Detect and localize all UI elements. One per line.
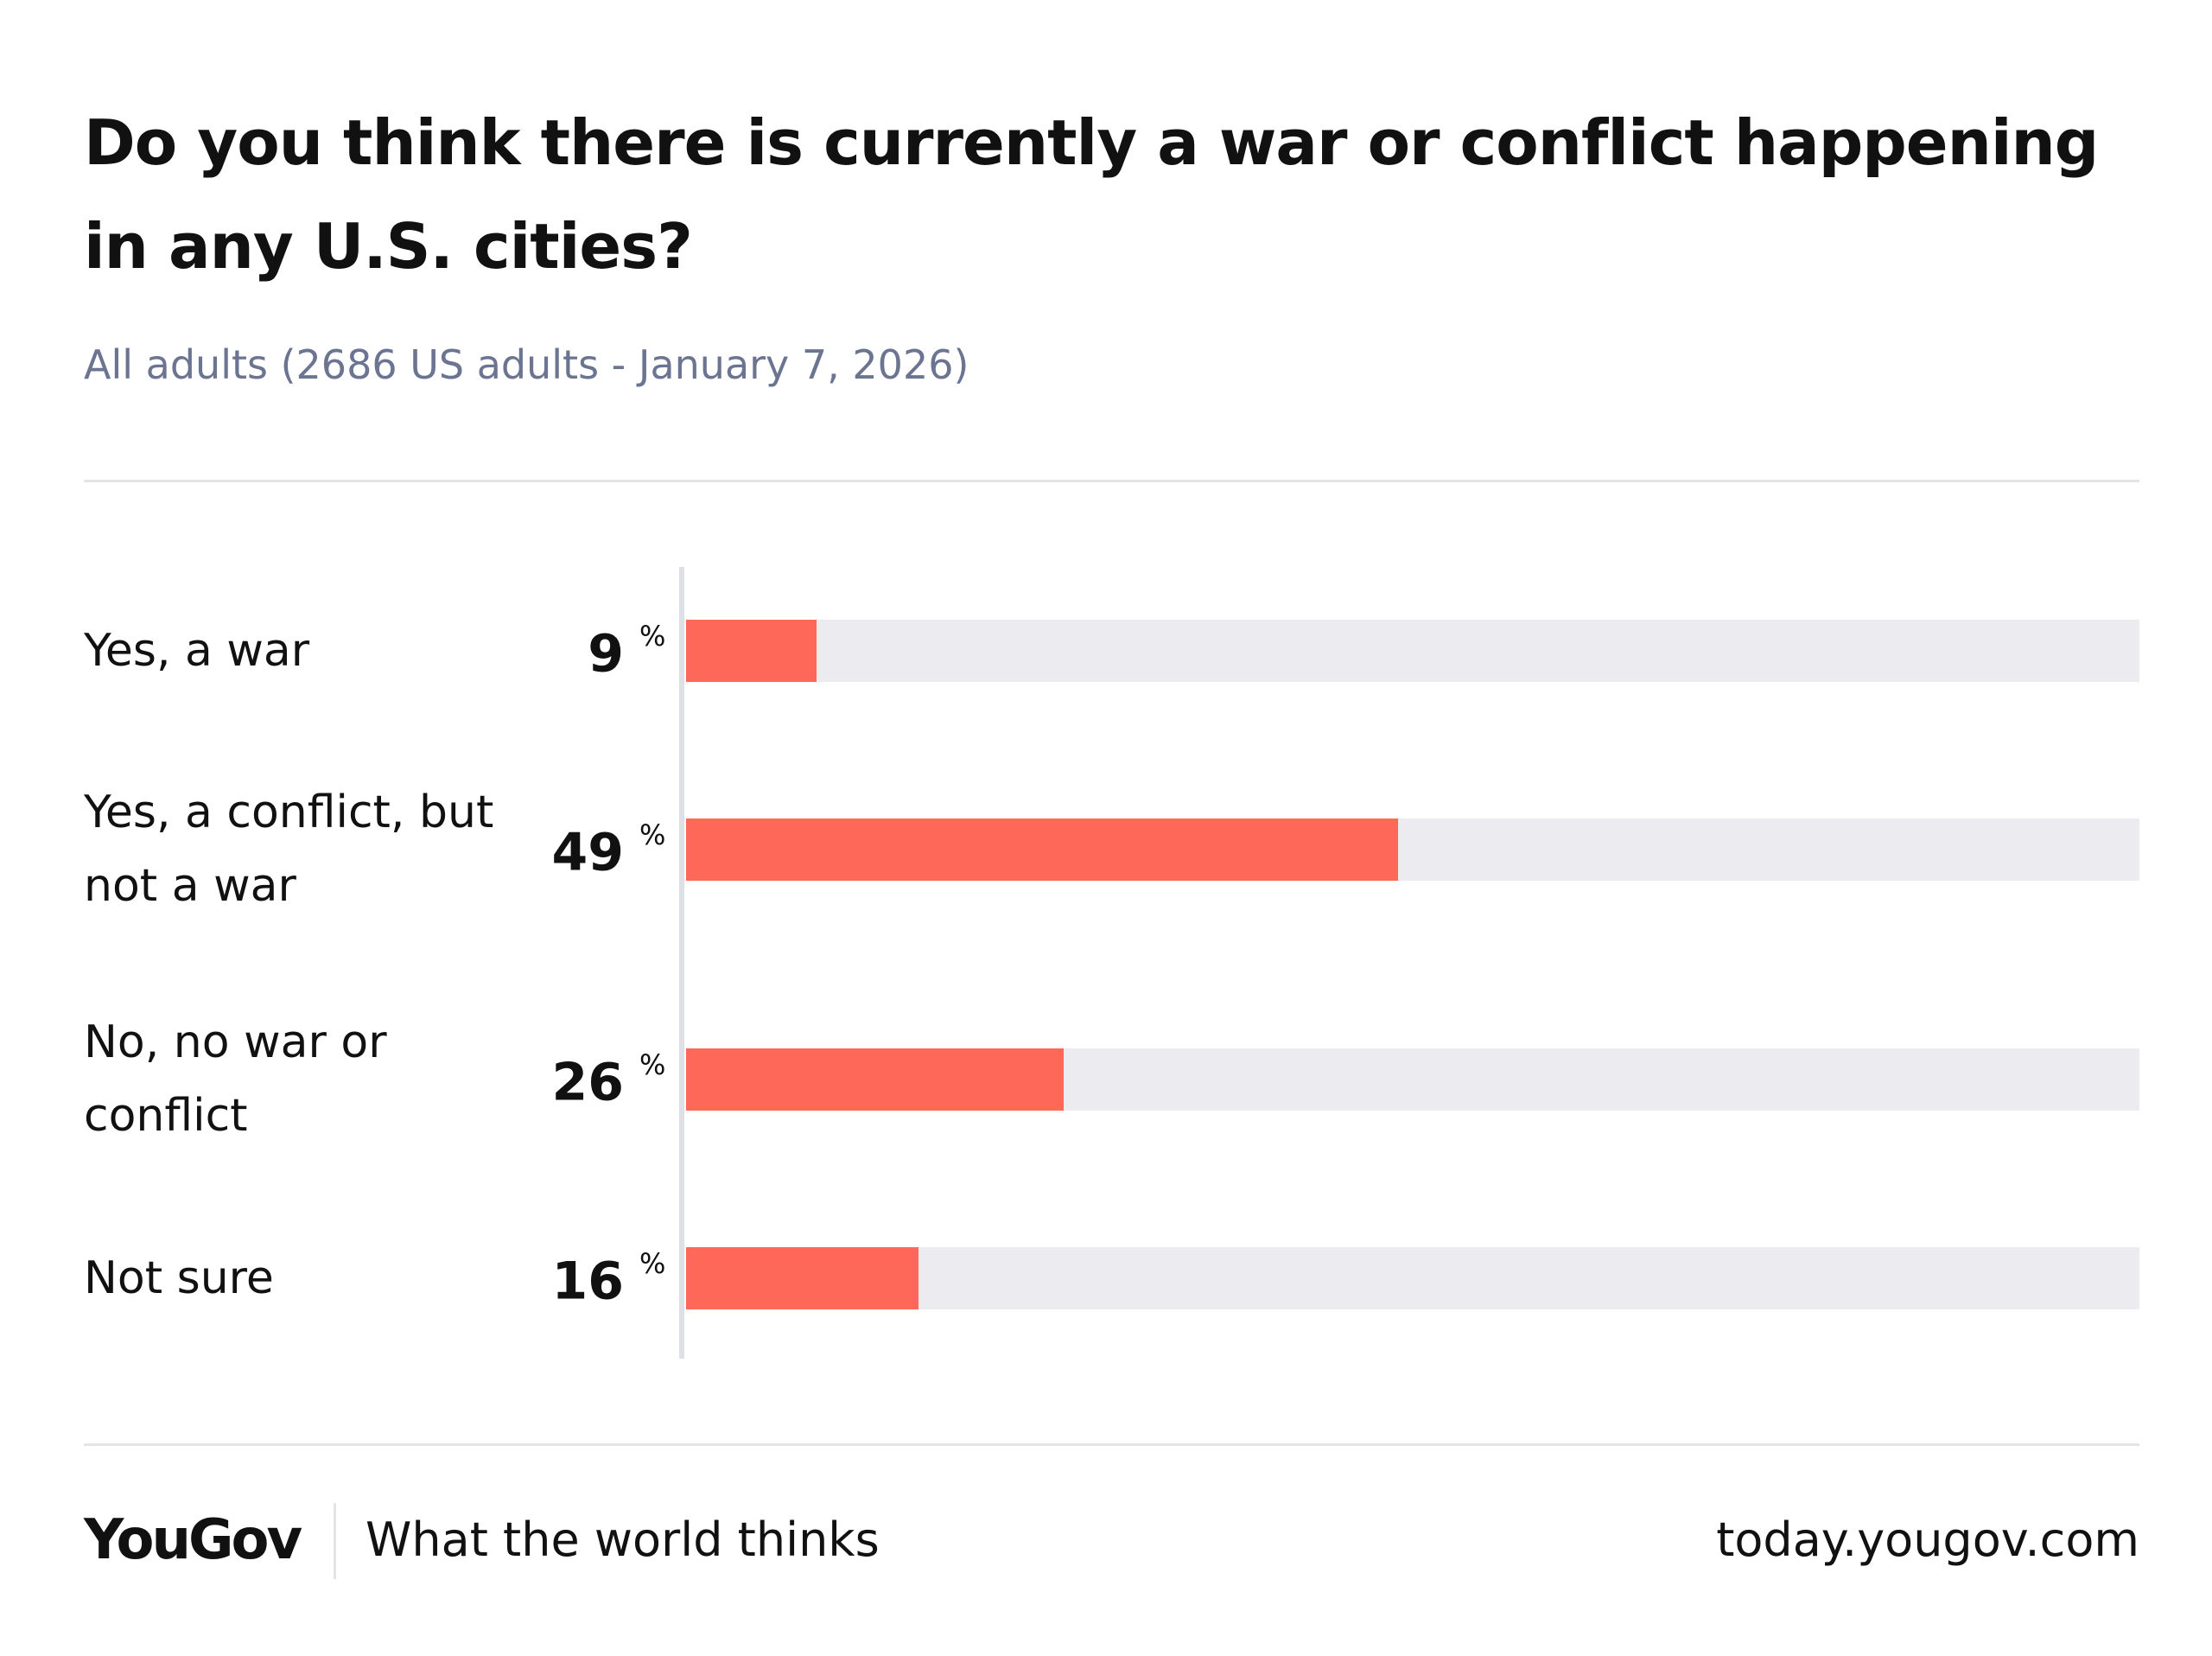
bar (686, 1247, 919, 1309)
logo: YouGov (84, 1508, 302, 1572)
category-label: No, no war or conflict (84, 1016, 387, 1142)
bar-row: No, no war or conflict 26% (0, 965, 2212, 1194)
bar-rows: Yes, a war 9% Yes, a conflict, but not a w… (0, 567, 2212, 1362)
category-label: Yes, a conflict, but not a war (84, 787, 494, 912)
bar (686, 620, 817, 682)
bar-row: Not sure 16% (0, 1194, 2212, 1362)
bar-track (686, 1048, 2139, 1111)
bar (686, 1048, 1065, 1111)
bar-track (686, 620, 2139, 682)
category-label: Yes, a war (84, 624, 310, 677)
divider (84, 1443, 2139, 1446)
value-unit: % (639, 1048, 666, 1081)
value-unit: % (639, 619, 666, 653)
category-label: Not sure (84, 1252, 274, 1304)
tagline: What the world thinks (365, 1513, 880, 1567)
bar-track (686, 1247, 2139, 1309)
bar-track (686, 818, 2139, 881)
bar-row: Yes, a war 9% (0, 567, 2212, 735)
bar-row: Yes, a conflict, but not a war 49% (0, 735, 2212, 965)
source-url: today.yougov.com (1716, 1513, 2139, 1567)
value-unit: % (639, 818, 666, 851)
divider (84, 480, 2139, 482)
separator (334, 1503, 336, 1579)
value-label: 49 (551, 822, 625, 883)
axis-line (679, 567, 684, 1359)
chart-subtitle: All adults (2686 US adults - January 7, … (84, 341, 969, 388)
chart-title: Do you think there is currently a war or… (84, 106, 2099, 283)
bar (686, 818, 1399, 881)
value-unit: % (639, 1246, 666, 1280)
value-label: 9 (588, 623, 624, 685)
value-label: 26 (551, 1052, 625, 1113)
value-label: 16 (551, 1251, 625, 1312)
